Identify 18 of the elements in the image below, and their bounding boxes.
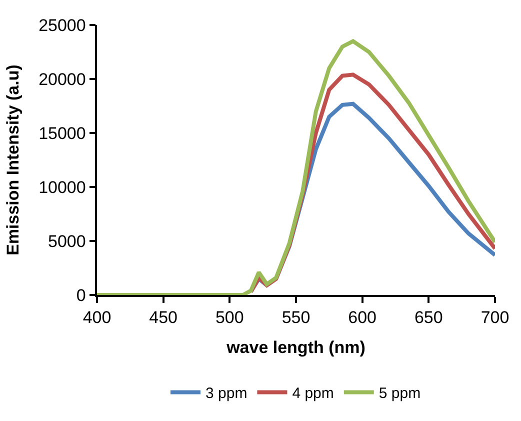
y-axis-title: Emission Intensity (a.u) xyxy=(4,64,23,256)
y-tick-label: 10000 xyxy=(38,178,86,197)
x-tick-label: 450 xyxy=(149,308,178,328)
x-tick-label: 650 xyxy=(414,308,443,328)
x-axis-title: wave length (nm) xyxy=(226,338,366,358)
x-tick-label: 700 xyxy=(480,308,510,328)
x-tick-label: 550 xyxy=(282,308,310,328)
legend-label: 5 ppm xyxy=(378,385,421,402)
y-tick-label: 0 xyxy=(76,286,86,305)
x-tick-label: 400 xyxy=(82,308,112,328)
legend-label: 4 ppm xyxy=(292,385,334,402)
legend-label: 3 ppm xyxy=(206,385,248,402)
x-tick-label: 500 xyxy=(215,308,244,328)
y-tick-label: 15000 xyxy=(38,124,86,143)
y-tick-label: 20000 xyxy=(38,70,86,89)
y-tick-label: 25000 xyxy=(38,16,86,35)
x-tick-label: 600 xyxy=(348,308,377,328)
y-tick-label: 5000 xyxy=(48,232,86,251)
